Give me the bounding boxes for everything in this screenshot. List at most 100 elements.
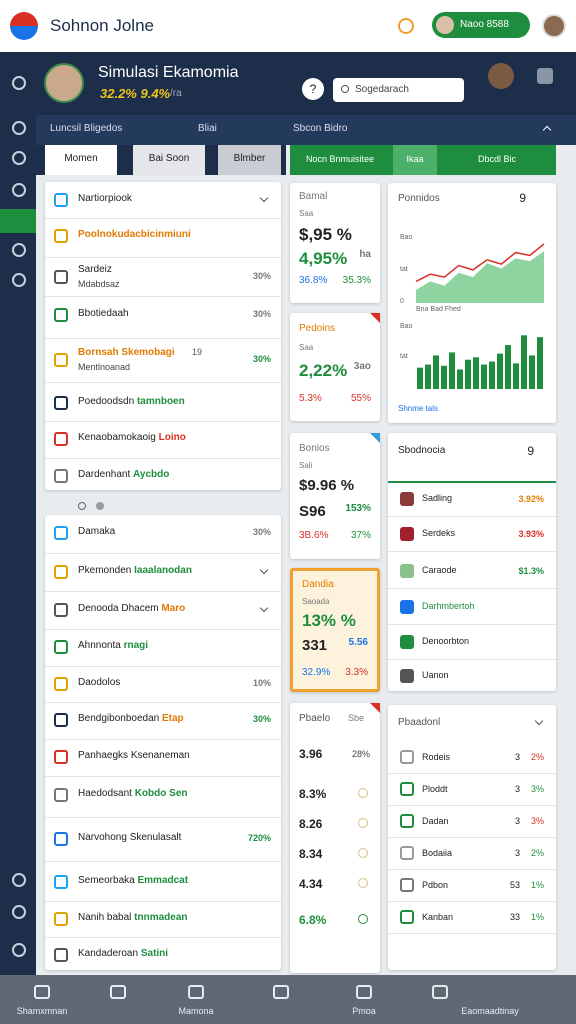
list-item[interactable]: Nartiorpiook (78, 193, 132, 204)
item-label[interactable]: Dadan (422, 816, 449, 826)
sidebar-active[interactable] (0, 209, 36, 233)
tab[interactable]: Dbcdl Bic (477, 154, 516, 164)
item-label[interactable]: Sadling (422, 493, 453, 503)
chevron[interactable] (259, 193, 269, 203)
list-item[interactable]: Panhaegks Ksenaneman (78, 750, 190, 761)
list-icon (54, 229, 68, 243)
settings-icon[interactable] (537, 68, 553, 84)
list-icon (54, 565, 68, 579)
sidebar-icon[interactable] (12, 273, 26, 287)
sidebar-icon[interactable] (12, 121, 26, 135)
status-icon (358, 788, 368, 798)
tab[interactable]: Nocn Bnmuisitee (305, 154, 375, 164)
list-item[interactable]: Ahnnonta rnagi (78, 640, 148, 651)
tab[interactable]: Bai Soon (133, 145, 205, 175)
sidebar-icon[interactable] (12, 151, 26, 165)
stat-list: Pbaelo Sbe 3.96 28% 8.3% 8.26 8.34 4.34 6.8% (290, 703, 380, 973)
nav-label[interactable]: Shamxmnan (16, 1006, 68, 1016)
list-item[interactable]: Poolnokudacbicinmiuni (78, 229, 191, 240)
tab[interactable]: Ikaa (393, 145, 437, 175)
bottom-nav (0, 975, 576, 1024)
avatar[interactable] (542, 14, 566, 38)
stat-card[interactable]: Dandia Saoada 13% % 331 5.56 32.9% 3.3% (290, 568, 380, 692)
list-item[interactable]: Nanih babal tnnmadean (78, 912, 188, 923)
help-button[interactable]: ? (302, 78, 324, 100)
pager-dot[interactable] (96, 502, 104, 510)
list-item[interactable]: Pkemonden Iaaalanodan (78, 565, 192, 576)
stat-card[interactable]: Bonios Sali $9.96 % S96 153% 3B.6% 37% (290, 433, 380, 559)
sidebar-icon[interactable] (12, 943, 26, 957)
item-label[interactable]: Ploddt (422, 784, 448, 794)
item-mid: 33 (509, 912, 520, 922)
sidebar-icon[interactable] (12, 873, 26, 887)
stat-list-value: 8.34 (299, 847, 323, 861)
stat-value: $,95 % (299, 225, 352, 244)
item-label[interactable]: Denoorbton (422, 636, 470, 646)
nav-label[interactable]: Mamona (178, 1006, 214, 1016)
item-tag: Emmadcat (137, 875, 189, 886)
list-item[interactable]: Semeorbaka Emmadcat (78, 875, 188, 886)
chart-menu[interactable]: 9 (519, 191, 526, 205)
account-pill[interactable]: Naoo 8588 (432, 12, 530, 38)
list-item[interactable]: Dardenhant Aycbdo (78, 469, 169, 480)
item-label[interactable]: Kanban (422, 912, 454, 922)
list-item[interactable]: Sardeiz (78, 264, 112, 275)
sidebar-icon[interactable] (12, 243, 26, 257)
tab[interactable]: Momen (45, 145, 117, 175)
list-item[interactable]: Daodolos (78, 677, 120, 688)
nav-icon[interactable] (432, 985, 448, 999)
divider (45, 738, 281, 740)
list-item[interactable]: Kandaderoan Satini (78, 948, 168, 959)
item-label[interactable]: Bodaiia (422, 848, 453, 858)
stat-card[interactable]: Bamal Saa $,95 % 4,95% ha 36.8% 35.3% (290, 183, 380, 303)
list-icon (54, 948, 68, 962)
list-item[interactable]: Poedoodsdn tamnboen (78, 396, 185, 407)
nav-icon[interactable] (188, 985, 204, 999)
nav-icon[interactable] (356, 985, 372, 999)
search-box[interactable]: Sogedarach (333, 78, 464, 102)
list-icon (54, 875, 68, 889)
stat-card[interactable]: Pedoins Saa 2,22% 3ao 5.3% 55% (290, 313, 380, 421)
stat-value: Saoada (302, 597, 330, 606)
list-item[interactable]: Kenaobamokaoig Loino (78, 432, 186, 443)
pager-dot[interactable] (78, 502, 86, 510)
list-item[interactable]: Haedodsant Kobdo Sen (78, 788, 188, 799)
notification[interactable] (398, 18, 414, 34)
nav-label[interactable]: Eaomaadtinay (461, 1006, 519, 1016)
nav-icon[interactable] (34, 985, 50, 999)
chevron[interactable] (259, 565, 269, 575)
item-label[interactable]: Darhmbertoh (422, 601, 475, 611)
item-label[interactable]: Caraode (422, 565, 457, 575)
list-menu[interactable]: 9 (527, 444, 534, 458)
item-label[interactable]: Pdbon (422, 880, 449, 890)
item-label[interactable]: Serdeks (422, 528, 456, 538)
header-title: Simulasi Ekamomia (98, 64, 239, 81)
list-item[interactable]: Narvohong Skenulasalt (78, 832, 181, 843)
sidebar-icon[interactable] (12, 76, 26, 90)
item-label[interactable]: Uanon (422, 670, 449, 680)
item-tag: Satini (140, 948, 169, 959)
sidebar-icon[interactable] (12, 183, 26, 197)
item-label[interactable]: Rodeis (422, 752, 451, 762)
list-item[interactable]: Bendgibonboedan Etap (78, 713, 184, 724)
avatar (44, 63, 84, 103)
nav-label[interactable]: Pmoa (352, 1006, 376, 1016)
nav-icon[interactable] (110, 985, 126, 999)
chevron[interactable] (259, 603, 269, 613)
nav-icon[interactable] (273, 985, 289, 999)
chevron[interactable] (534, 716, 544, 726)
divider (45, 552, 281, 554)
list-item[interactable]: Denooda Dhacem Maro (78, 603, 185, 614)
bar (481, 364, 487, 389)
sidebar-icon[interactable] (12, 905, 26, 919)
tab[interactable]: Blmber (218, 145, 281, 175)
divider (45, 900, 281, 902)
list-item[interactable]: Damaka (78, 526, 115, 537)
list-item[interactable]: Bbotiedaah (78, 308, 129, 319)
list-icon (400, 669, 414, 683)
list-icon (400, 814, 414, 828)
corner-flag (370, 433, 380, 443)
list-item[interactable]: Bornsah Skemobagi (78, 347, 175, 358)
bar (513, 363, 519, 389)
item-mid: 53 (509, 880, 520, 890)
